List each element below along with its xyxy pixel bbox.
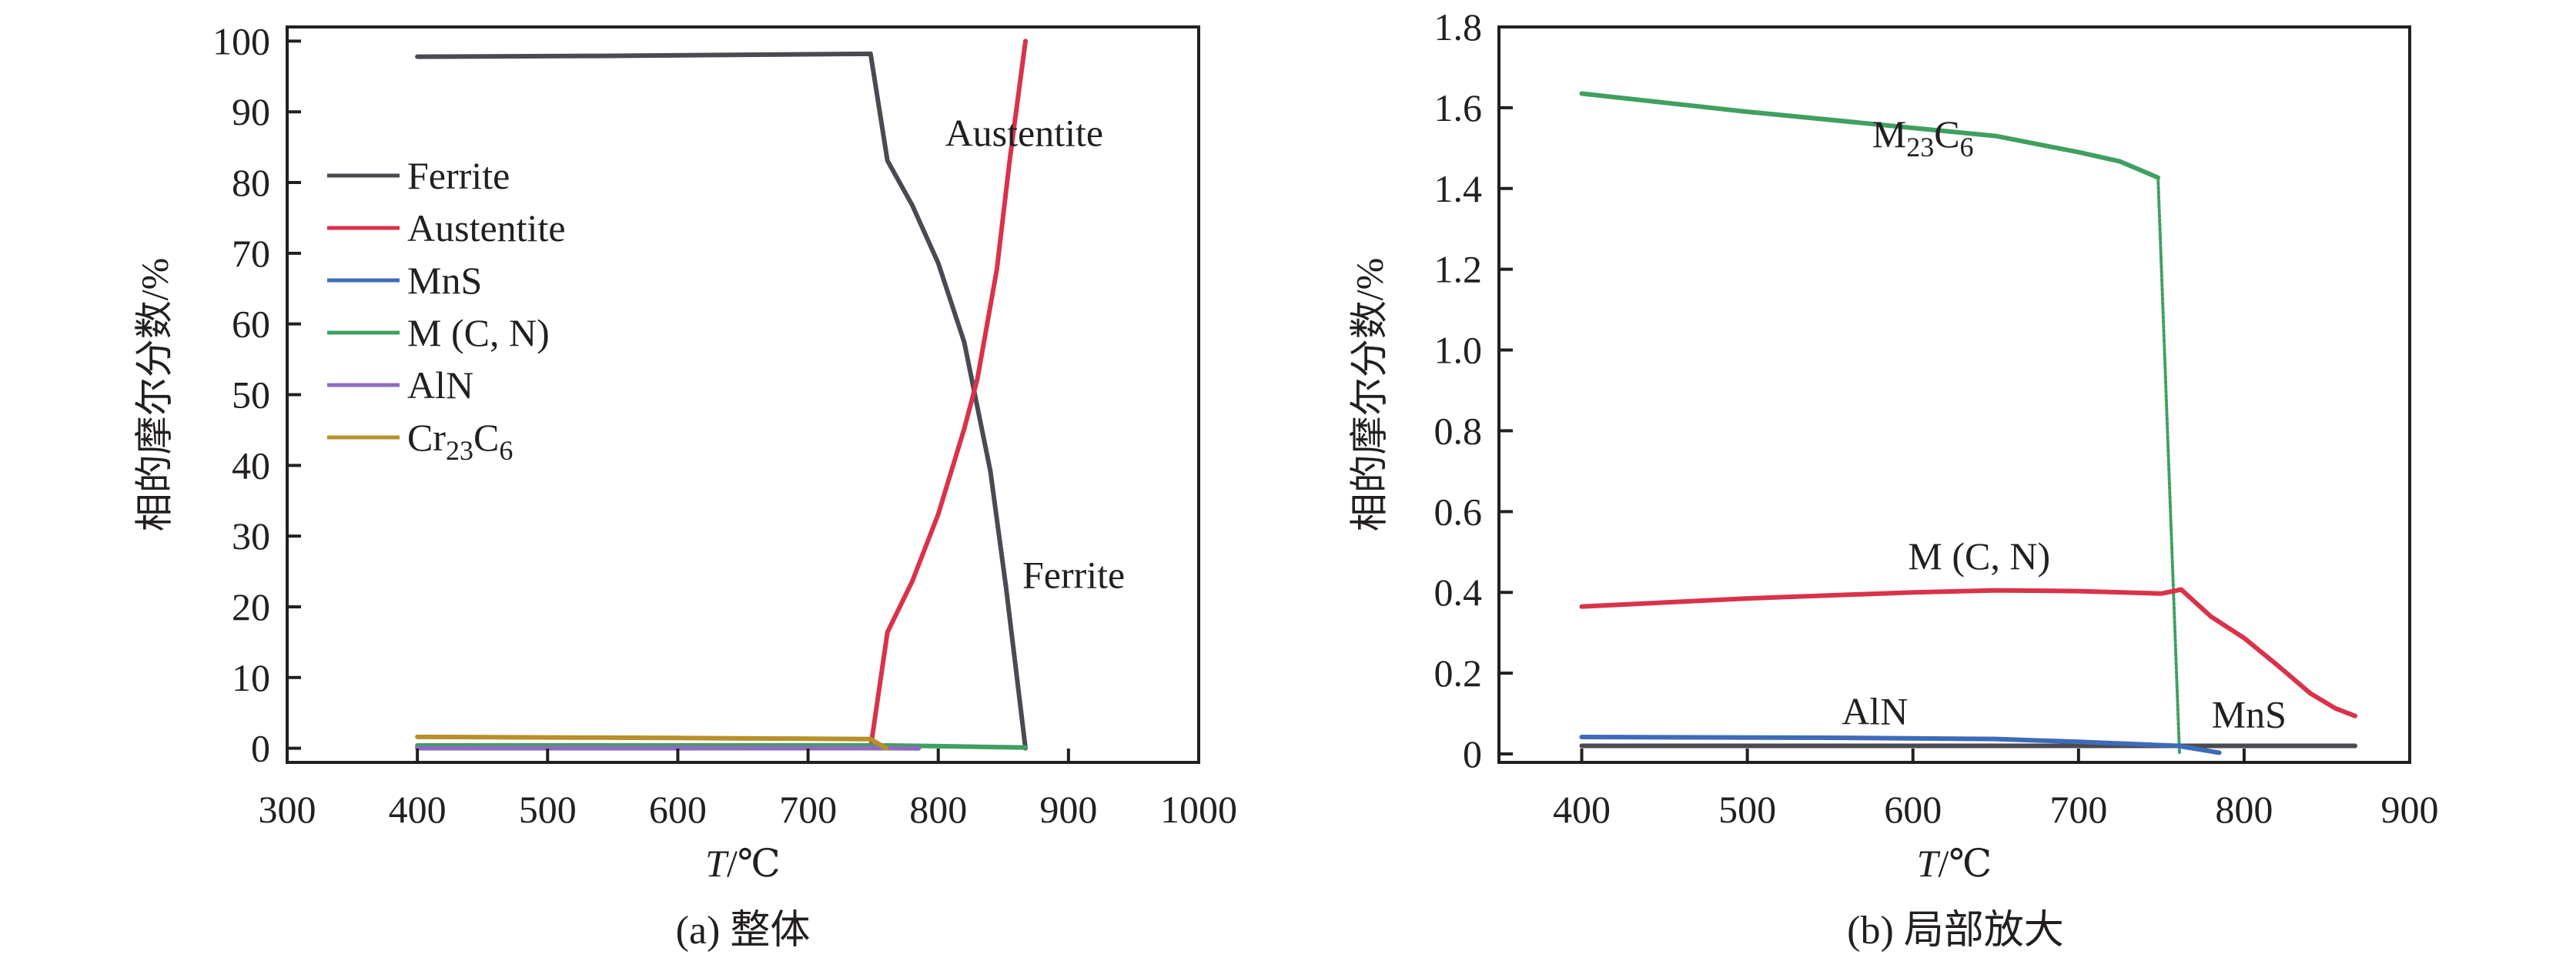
x-tick-label: 800: [2215, 788, 2273, 831]
y-tick-label: 1.2: [1434, 248, 1483, 291]
y-tick-label: 0.6: [1434, 490, 1483, 533]
y-tick-label: 10: [232, 656, 270, 699]
panel-caption: (b) 局部放大: [1847, 909, 2064, 953]
x-tick-label: 300: [259, 788, 316, 831]
curve-annotation: MnS: [2212, 693, 2287, 736]
series-line-1: [2156, 176, 2181, 755]
panel-caption: (a) 整体: [676, 909, 811, 953]
plot-frame: [1497, 25, 2411, 764]
series-line-cr23c6: [415, 734, 889, 751]
legend: Ferrite Austentite MnS M (C, N) AlN Cr23C6: [327, 154, 566, 466]
x-tick-label: 800: [909, 788, 967, 831]
y-tick-label: 0: [251, 727, 270, 770]
x-tick-label: 900: [2381, 788, 2439, 831]
y-tick-label: 1.8: [1434, 5, 1483, 49]
x-tick-label: 400: [389, 788, 447, 831]
y-tick-label: 50: [232, 373, 270, 417]
x-tick-label: 600: [649, 788, 707, 831]
legend-label: Austentite: [407, 206, 566, 250]
series-line-0: [1579, 91, 2161, 180]
x-tick-label: 1000: [1160, 788, 1237, 831]
y-tick-label: 60: [232, 303, 270, 346]
legend-label: AlN: [407, 363, 473, 407]
series-line-4: [1579, 735, 2222, 755]
legend-label: M (C, N): [407, 311, 550, 354]
y-tick-label: 80: [232, 161, 270, 204]
x-tick-label: 500: [1718, 788, 1776, 831]
y-tick-label: 0.2: [1434, 652, 1483, 695]
x-tick-label: 400: [1553, 788, 1611, 831]
curve-annotation: Austentite: [945, 112, 1104, 155]
y-tick-label: 0.8: [1434, 409, 1483, 452]
y-tick-label: 40: [232, 444, 270, 487]
y-tick-label: 100: [212, 19, 270, 62]
y-tick-label: 0: [1463, 732, 1482, 775]
y-tick-label: 20: [232, 585, 270, 628]
legend-label: Cr23C6: [407, 416, 513, 466]
series-line-austentite: [868, 39, 1028, 751]
y-tick-label: 0.4: [1434, 571, 1483, 614]
series-line-2: [1579, 587, 2357, 718]
x-axis-label: T/℃: [705, 842, 781, 885]
curve-annotation: M (C, N): [1908, 534, 2050, 578]
panel-b-zoomed: 400 500 600 700 800 900 0 0.2 0.4 0.6 0.8 1.0 1.2 1.4…: [1347, 5, 2438, 953]
x-tick-label: 900: [1039, 788, 1097, 831]
series-line-ferrite: [415, 51, 1028, 751]
y-axis-label: 相的摩尔分数/%: [1347, 258, 1390, 532]
x-tick-label: 500: [519, 788, 577, 831]
y-tick-label: 30: [232, 514, 270, 558]
y-tick-label: 1.6: [1434, 86, 1483, 129]
x-axis-label: T/℃: [1917, 842, 1992, 885]
curve-annotation: Ferrite: [1022, 554, 1125, 597]
x-tick-label: 700: [2049, 788, 2107, 831]
y-axis-label: 相的摩尔分数/%: [132, 258, 176, 532]
y-tick-label: 70: [232, 232, 270, 275]
y-tick-label: 90: [232, 90, 270, 133]
x-tick-label: 600: [1884, 788, 1942, 831]
curve-annotation: AlN: [1842, 689, 1908, 732]
panel-a-overall: 300 400 500 600 700 800 900 1000 0 10 20 30 40 50 60 70…: [132, 19, 1237, 953]
x-tick-label: 700: [779, 788, 837, 831]
legend-label: Ferrite: [407, 154, 510, 197]
series-line-m-c-n-: [415, 743, 1028, 750]
legend-label: MnS: [407, 259, 482, 302]
y-tick-label: 1.0: [1434, 329, 1483, 372]
curve-annotation: M23C6: [1872, 112, 1974, 162]
y-tick-label: 1.4: [1434, 167, 1483, 210]
